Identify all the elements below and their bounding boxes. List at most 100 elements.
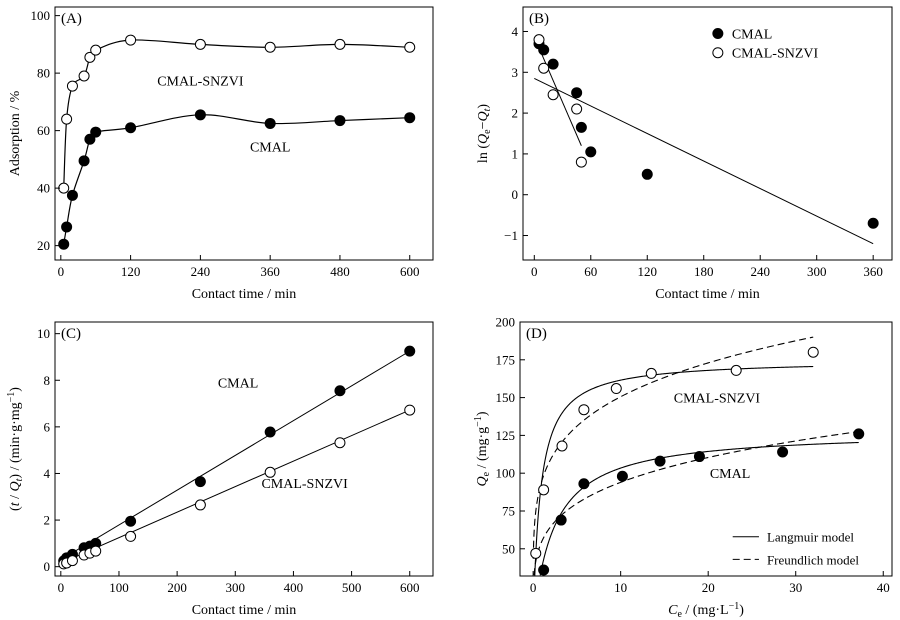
legend: CMAL CMAL-SNZVI (712, 28, 819, 62)
data-point (90, 44, 102, 56)
x-tick-label: 0 (58, 264, 65, 279)
data-point (555, 514, 567, 526)
x-tick-label: 0 (531, 264, 538, 279)
data-point (194, 109, 206, 121)
data-point (556, 440, 568, 452)
series-annotation-cmal: CMAL (710, 467, 750, 482)
y-tick-label: 3 (512, 65, 519, 80)
x-axis-label: Contact time / min (192, 603, 297, 618)
data-point (616, 470, 628, 482)
freundlich-fit (533, 431, 859, 576)
x-tick-label: 400 (284, 580, 304, 595)
data-point (125, 122, 137, 134)
x-tick-label: 600 (400, 264, 420, 279)
x-tick-label: 360 (260, 264, 280, 279)
panel-label: (B) (529, 11, 549, 27)
data-point (730, 364, 742, 376)
legend-marker-cmal (712, 28, 724, 40)
data-point (404, 112, 416, 124)
x-axis-label: Contact time / min (192, 287, 297, 302)
legend-label-cmal-snzvi: CMAL-SNZVI (732, 47, 819, 62)
y-tick-label: 75 (502, 503, 515, 518)
data-point (264, 41, 276, 53)
y-tick-label: 100 (496, 466, 516, 481)
series-line (63, 114, 410, 245)
x-tick-label: 500 (342, 580, 362, 595)
data-point (538, 484, 550, 496)
x-tick-label: 20 (702, 580, 715, 595)
data-point (645, 367, 657, 379)
panel-b: (B) Contact time / min ln (Qe−Qt) CMAL C… (476, 6, 893, 302)
data-point (61, 113, 73, 125)
panel-a: (A) Contact time / min Adsorption / % CM… (8, 6, 434, 302)
data-point (538, 44, 550, 56)
data-point (585, 146, 597, 158)
legend-label-cmal: CMAL (732, 28, 772, 43)
data-point (807, 346, 819, 358)
data-point (610, 383, 622, 395)
y-tick-label: 175 (496, 352, 516, 367)
data-point (334, 437, 346, 449)
series-line (63, 39, 410, 189)
data-point (194, 499, 206, 511)
y-tick-label: 80 (37, 66, 50, 81)
x-axis-label: Ce / (mg·L−1) (668, 601, 744, 620)
x-tick-label: 120 (121, 264, 141, 279)
plot-frame (522, 6, 893, 261)
data-point (194, 476, 206, 488)
y-tick-label: 4 (44, 466, 51, 481)
plot-frame (519, 321, 893, 577)
data-point (578, 404, 590, 416)
y-axis-label: ln (Qe−Qt) (476, 104, 493, 163)
data-point (334, 115, 346, 127)
fit-line (60, 350, 410, 561)
panel-label: (C) (61, 326, 81, 342)
panel-c: (C) Contact time / min (t / Qt) / (min·g… (6, 321, 434, 618)
data-point (547, 58, 559, 70)
freundlich-fit (532, 336, 814, 559)
data-point (853, 428, 865, 440)
x-tick-label: 300 (226, 580, 246, 595)
data-point (90, 545, 102, 557)
legend-label-freundlich: Freundlich model (767, 552, 859, 567)
y-tick-label: 8 (44, 373, 51, 388)
data-point (404, 404, 416, 416)
x-tick-label: 600 (400, 580, 420, 595)
data-point (641, 168, 653, 180)
data-point (334, 385, 346, 397)
data-point (58, 182, 70, 194)
data-point (66, 555, 78, 567)
x-tick-label: 300 (807, 264, 827, 279)
data-point (867, 217, 879, 229)
y-tick-label: 40 (37, 181, 50, 196)
series-annotation-cmal: CMAL (250, 140, 290, 155)
x-tick-label: 120 (638, 264, 658, 279)
plot-marks (533, 34, 879, 245)
fit-line (60, 409, 410, 564)
x-tick-label: 0 (58, 580, 65, 595)
data-point (571, 87, 583, 99)
data-point (575, 121, 587, 133)
data-point (530, 547, 542, 559)
legend: Langmuir model Freundlich model (732, 530, 859, 567)
x-axis-label: Contact time / min (655, 287, 760, 302)
data-point (404, 345, 416, 357)
y-tick-label: 125 (496, 428, 516, 443)
panel-label: (A) (61, 11, 82, 27)
data-point (547, 89, 559, 101)
data-point (84, 51, 96, 63)
data-point (125, 34, 137, 46)
plot-marks (530, 336, 865, 576)
plot-marks (58, 345, 416, 570)
x-tick-label: 240 (191, 264, 211, 279)
series-annotation-cmal: CMAL (218, 377, 258, 392)
x-tick-label: 30 (789, 580, 802, 595)
y-axis-label: Adsorption / % (8, 90, 23, 176)
x-tick-label: 240 (750, 264, 770, 279)
data-point (194, 38, 206, 50)
data-point (538, 564, 550, 576)
series-annotation-cmal-snzvi: CMAL-SNZVI (261, 477, 348, 492)
data-point (84, 133, 96, 145)
legend-label-langmuir: Langmuir model (767, 530, 854, 545)
